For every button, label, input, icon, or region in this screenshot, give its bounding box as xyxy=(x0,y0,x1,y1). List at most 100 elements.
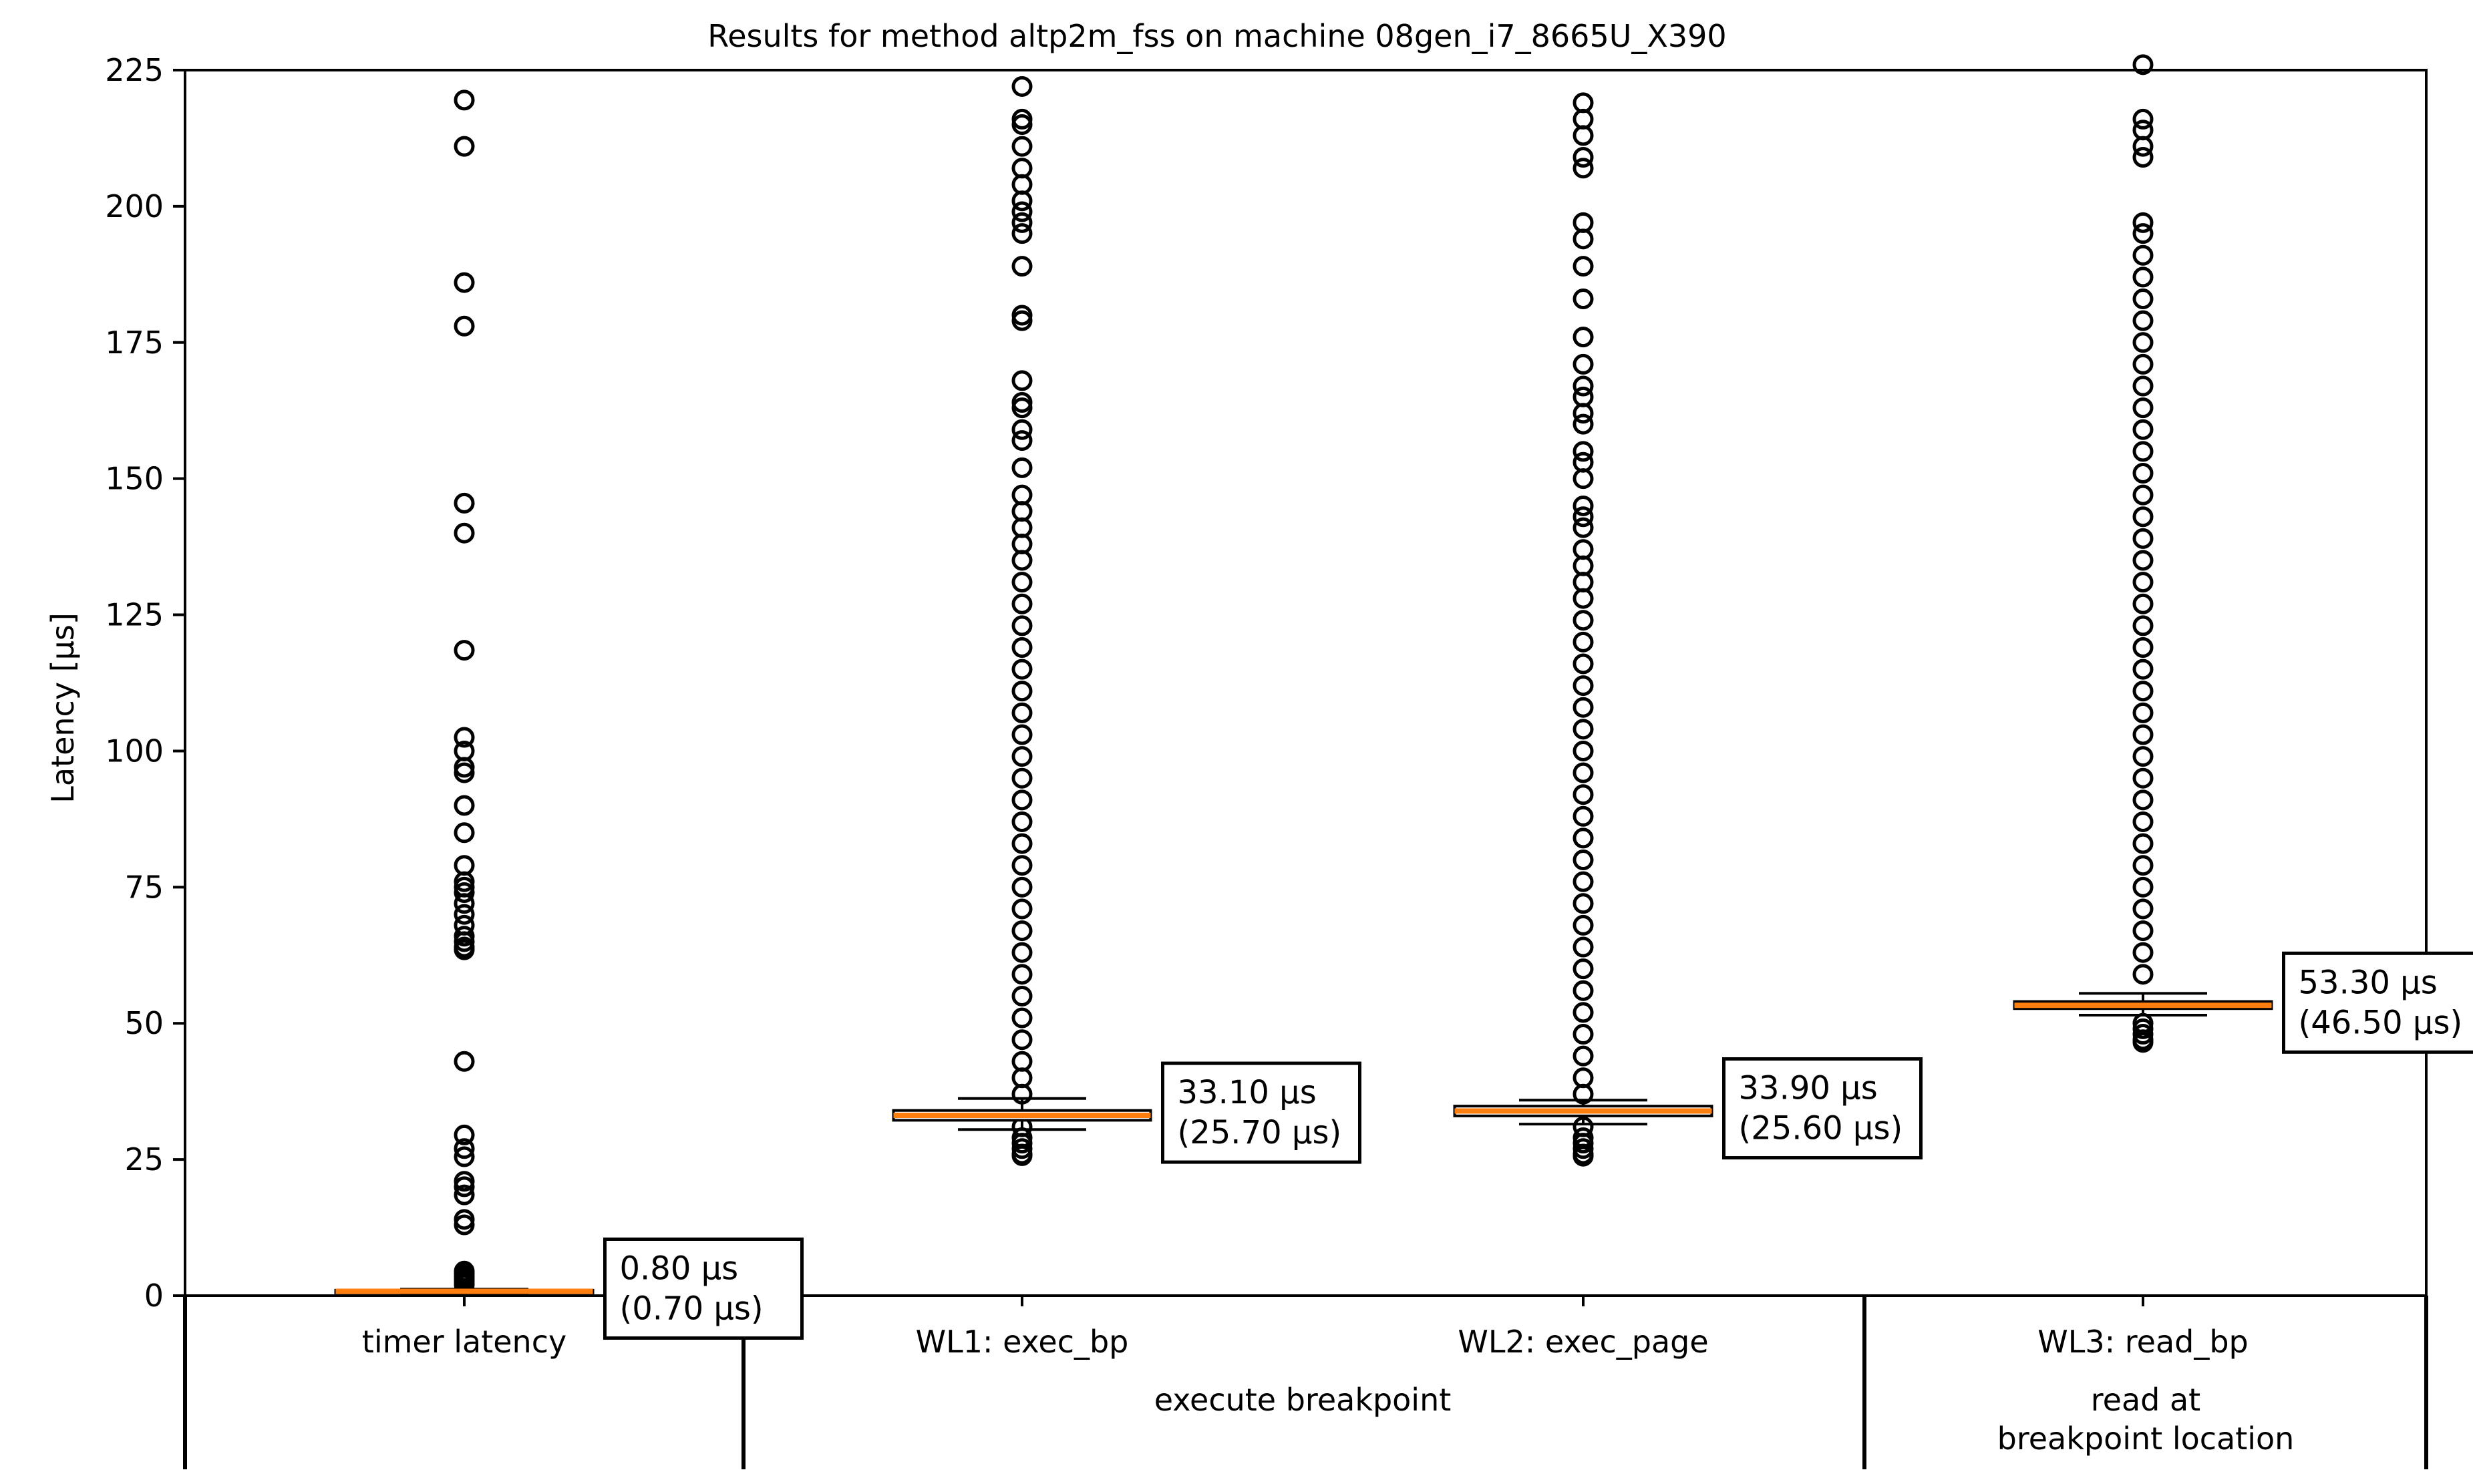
outlier-point xyxy=(454,893,475,914)
outlier-point xyxy=(2132,54,2154,75)
annotation-box xyxy=(603,1237,804,1340)
x-tick-label: WL1: exec_bp xyxy=(916,1324,1129,1360)
outlier-point xyxy=(2132,659,2154,680)
outlier-point xyxy=(454,89,475,111)
annotation-median: 0.80 µs xyxy=(620,1250,739,1287)
outlier-point xyxy=(454,1124,475,1145)
outlier-point xyxy=(1011,457,1033,478)
outlier-point xyxy=(1011,833,1033,854)
outlier-point xyxy=(454,1146,475,1167)
outlier-point xyxy=(454,1184,475,1205)
annotation-median: 33.10 µs xyxy=(1178,1074,1317,1111)
outlier-point xyxy=(2132,212,2154,233)
chart-title: Results for method altp2m_fss on machine… xyxy=(707,18,1726,54)
y-tick-label: 150 xyxy=(105,461,164,497)
outlier-point xyxy=(1573,958,1594,980)
outlier-point xyxy=(2132,898,2154,920)
outlier-point xyxy=(1011,212,1033,233)
outlier-point xyxy=(1011,201,1033,222)
outlier-point xyxy=(2132,419,2154,440)
outlier-point xyxy=(2132,876,2154,898)
outlier-point xyxy=(2132,244,2154,266)
outlier-point xyxy=(2132,332,2154,353)
outlier-point xyxy=(2132,528,2154,549)
outlier-point xyxy=(1011,876,1033,898)
outlier-point xyxy=(1573,1045,1594,1067)
outlier-point xyxy=(1011,1145,1033,1166)
outlier-point xyxy=(2132,266,2154,288)
x-tick-label: WL3: read_bp xyxy=(2037,1324,2249,1360)
outlier-point xyxy=(1573,125,1594,146)
y-tick-label: 0 xyxy=(144,1278,164,1314)
outlier-point xyxy=(1011,681,1033,702)
outlier-point xyxy=(1573,495,1594,516)
outlier-point xyxy=(454,640,475,661)
outlier-point xyxy=(1573,980,1594,1001)
y-tick-label: 75 xyxy=(124,869,164,905)
outlier-point xyxy=(2132,724,2154,745)
outlier-point xyxy=(1011,75,1033,97)
annotation-box xyxy=(1722,1057,1923,1160)
outlier-point xyxy=(1573,631,1594,653)
y-tick-label: 200 xyxy=(105,188,164,224)
outlier-point xyxy=(454,522,475,544)
plot-frame xyxy=(184,69,2428,1297)
outlier-point xyxy=(2132,1032,2154,1053)
annotation-min: (0.70 µs) xyxy=(620,1290,764,1327)
plot-area: 0 25 50 75 100 125 150 175 200 225 timer latency WL… xyxy=(105,52,2473,1469)
group-label: read at xyxy=(2091,1382,2200,1418)
y-tick-label: 225 xyxy=(105,52,164,88)
outlier-point xyxy=(1573,784,1594,805)
outlier-point xyxy=(1011,430,1033,451)
outlier-point xyxy=(1011,550,1033,571)
outlier-point xyxy=(2132,223,2154,244)
outlier-point xyxy=(1573,256,1594,277)
outlier-point xyxy=(1011,811,1033,832)
outlier-point xyxy=(2132,833,2154,854)
outlier-point xyxy=(1011,702,1033,723)
outlier-point xyxy=(1573,517,1594,538)
outlier-point xyxy=(2132,550,2154,571)
outlier-point xyxy=(1573,441,1594,462)
outlier-point xyxy=(1011,256,1033,277)
outlier-point xyxy=(2132,572,2154,593)
outlier-point xyxy=(1011,397,1033,419)
outlier-point xyxy=(1573,697,1594,718)
outlier-point xyxy=(1573,740,1594,761)
outlier-point xyxy=(2132,702,2154,723)
outlier-point xyxy=(2132,108,2154,130)
outlier-point xyxy=(1573,413,1594,435)
outlier-point xyxy=(2132,615,2154,636)
outlier-point xyxy=(1573,1145,1594,1167)
outlier-point xyxy=(1011,136,1033,157)
outlier-point xyxy=(1573,588,1594,609)
outlier-point xyxy=(1011,855,1033,876)
outlier-point xyxy=(454,939,475,960)
outlier-point xyxy=(2132,920,2154,942)
outlier-point xyxy=(2132,441,2154,462)
outlier-point xyxy=(1573,805,1594,827)
outlier-point xyxy=(1573,289,1594,310)
outlier-point xyxy=(454,1051,475,1072)
outlier-point xyxy=(1011,615,1033,636)
outlier-point xyxy=(1573,719,1594,740)
outlier-point xyxy=(1573,827,1594,849)
outlier-point xyxy=(2132,484,2154,506)
y-axis-label: Latency [µs] xyxy=(45,612,81,803)
outlier-point xyxy=(1573,158,1594,179)
outlier-point xyxy=(1573,893,1594,914)
outlier-point xyxy=(454,315,475,337)
outlier-point xyxy=(2132,767,2154,789)
outlier-point xyxy=(1573,468,1594,490)
outlier-point xyxy=(2132,964,2154,985)
outlier-point xyxy=(2132,789,2154,811)
outlier-point xyxy=(1573,914,1594,936)
outlier-point xyxy=(454,1214,475,1236)
annotation-median: 33.90 µs xyxy=(1739,1070,1878,1107)
outlier-point xyxy=(1011,789,1033,811)
outlier-point xyxy=(1011,898,1033,920)
y-tick-label: 100 xyxy=(105,733,164,769)
box-group: 53.30 µs(46.50 µs) xyxy=(2013,54,2473,1054)
outlier-point xyxy=(2132,463,2154,484)
